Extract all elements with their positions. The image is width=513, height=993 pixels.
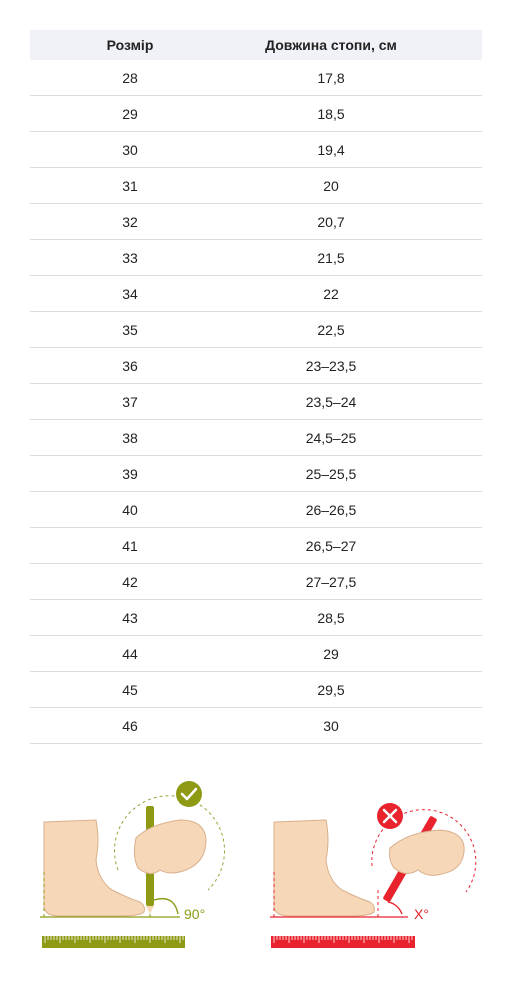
size-cell: 40 [122,501,138,518]
foot-length-cell: 24,5–25 [305,429,357,446]
size-table: Розмір Довжина стопи, см 28 17,8 29 18,5 30 1… [30,30,482,744]
wrong-angle-label: X° [414,906,429,922]
size-cell: 45 [122,681,138,698]
size-cell: 43 [122,609,138,626]
table-row: 32 20,7 [30,204,482,240]
table-row: 38 24,5–25 [30,420,482,456]
size-cell: 44 [122,645,138,662]
table-row: 37 23,5–24 [30,384,482,420]
foot-icon [43,819,145,917]
size-cell: 30 [122,141,138,158]
ruler-correct [42,936,185,948]
table-row: 35 22,5 [30,312,482,348]
size-cell: 46 [122,717,138,734]
wrong-measurement-illustration [270,803,477,948]
table-row: 39 25–25,5 [30,456,482,492]
measurement-illustration: 90° X° [40,781,477,948]
size-cell: 28 [122,69,138,86]
table-row: 46 30 [30,708,482,744]
foot-length-cell: 27–27,5 [305,573,357,590]
size-cell: 42 [122,573,138,590]
table-row: 41 26,5–27 [30,528,482,564]
foot-length-cell: 20 [323,177,339,194]
size-cell: 38 [122,429,138,446]
foot-length-cell: 18,5 [317,105,345,122]
foot-length-cell: 22 [323,285,339,302]
size-cell: 39 [122,465,138,482]
foot-length-cell: 23,5–24 [305,393,357,410]
size-cell: 33 [122,249,138,266]
size-cell: 29 [122,105,138,122]
header-size: Розмір [106,37,154,53]
table-body: 28 17,8 29 18,5 30 19,4 31 20 32 20,7 33 21,5 34 22 35… [30,60,482,744]
size-cell: 34 [122,285,138,302]
size-cell: 36 [122,357,138,374]
foot-length-cell: 19,4 [317,141,345,158]
table-row: 28 17,8 [30,60,482,96]
foot-icon [273,819,375,917]
table-row: 36 23–23,5 [30,348,482,384]
foot-length-cell: 20,7 [317,213,345,230]
correct-measurement-illustration [40,781,225,948]
table-row: 31 20 [30,168,482,204]
table-row: 43 28,5 [30,600,482,636]
correct-angle-label: 90° [184,906,205,922]
foot-length-cell: 23–23,5 [305,357,357,374]
size-cell: 32 [122,213,138,230]
foot-length-cell: 29,5 [317,681,345,698]
table-row: 29 18,5 [30,96,482,132]
check-icon [180,787,198,801]
foot-length-cell: 17,8 [317,69,345,86]
foot-length-cell: 29 [323,645,339,662]
size-cell: 37 [122,393,138,410]
table-header: Розмір Довжина стопи, см [30,30,482,60]
foot-length-cell: 26–26,5 [305,501,357,518]
table-row: 45 29,5 [30,672,482,708]
foot-length-cell: 22,5 [317,321,345,338]
foot-length-cell: 30 [323,717,339,734]
table-row: 33 21,5 [30,240,482,276]
foot-length-cell: 21,5 [317,249,345,266]
table-row: 34 22 [30,276,482,312]
size-cell: 41 [122,537,138,554]
foot-length-cell: 25–25,5 [305,465,357,482]
size-cell: 35 [122,321,138,338]
table-row: 42 27–27,5 [30,564,482,600]
table-row: 30 19,4 [30,132,482,168]
cross-icon [382,808,398,824]
header-foot-length: Довжина стопи, см [265,37,397,53]
size-cell: 31 [122,177,138,194]
table-row: 40 26–26,5 [30,492,482,528]
foot-length-cell: 26,5–27 [305,537,357,554]
table-row: 44 29 [30,636,482,672]
foot-length-cell: 28,5 [317,609,345,626]
